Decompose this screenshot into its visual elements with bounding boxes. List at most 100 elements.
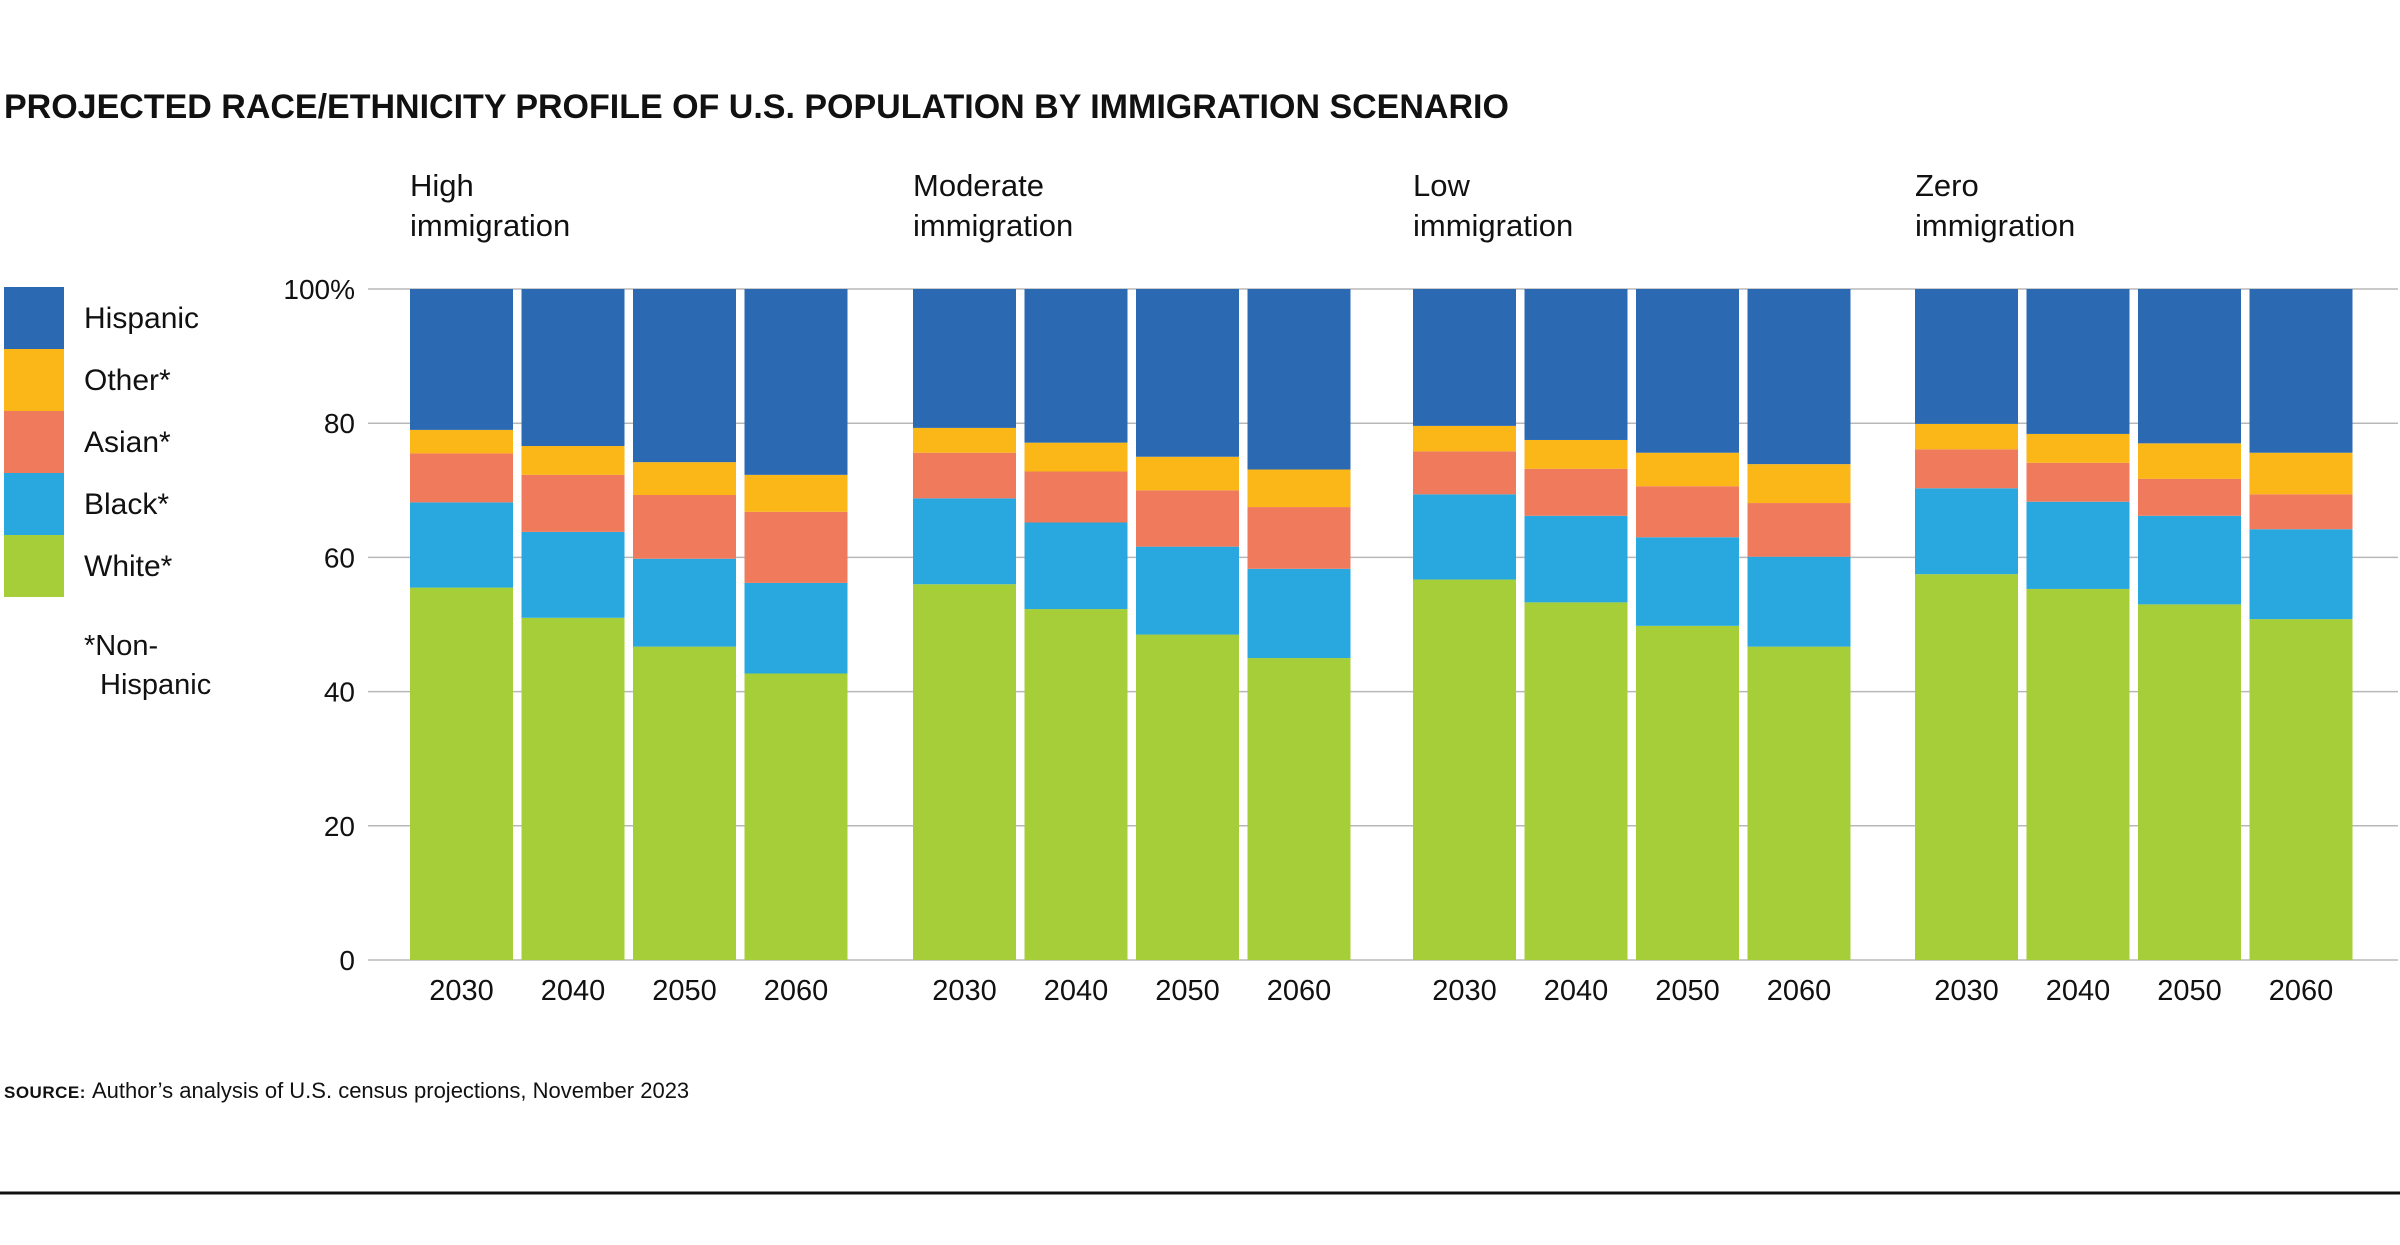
bar-segment-black-moderate-2040	[1024, 522, 1128, 610]
bar-segment-black-zero-2050	[2138, 515, 2241, 605]
bar-segment-hispanic-zero-2050	[2138, 289, 2241, 444]
bar-segment-asian-moderate-2060	[1247, 507, 1351, 569]
bar-segment-hispanic-low-2060	[1747, 289, 1851, 465]
x-tick-label: 2050	[1155, 975, 1220, 1007]
panel-title: High	[410, 168, 474, 203]
panel-title: Low	[1413, 168, 1470, 203]
bar-segment-other-high-2040	[521, 446, 625, 475]
bar-segment-white-high-2050	[633, 646, 736, 960]
bar-segment-black-low-2060	[1747, 556, 1851, 647]
legend-note: *Non-	[84, 630, 158, 662]
bar-segment-other-moderate-2040	[1024, 442, 1128, 472]
y-tick-label: 80	[324, 408, 355, 439]
bar-segment-white-low-2030	[1413, 579, 1516, 960]
bar-segment-other-low-2060	[1747, 464, 1851, 504]
legend-swatch-hispanic	[4, 287, 64, 349]
x-tick-label: 2050	[2157, 975, 2222, 1007]
bar-segment-other-low-2030	[1413, 425, 1516, 452]
bar-segment-white-moderate-2040	[1024, 609, 1128, 960]
source-label: SOURCE:	[4, 1083, 86, 1102]
bar-segment-other-moderate-2030	[913, 427, 1016, 453]
bar-segment-black-high-2030	[410, 502, 513, 588]
bar-segment-other-moderate-2060	[1247, 469, 1351, 508]
x-tick-label: 2030	[1432, 975, 1497, 1007]
x-tick-label: 2050	[1655, 975, 1720, 1007]
bar-segment-asian-low-2030	[1413, 451, 1516, 495]
bar-segment-black-high-2040	[521, 531, 625, 618]
bar-segment-black-moderate-2050	[1136, 546, 1239, 635]
bar-segment-asian-moderate-2030	[913, 452, 1016, 499]
bar-segment-other-zero-2040	[2026, 433, 2130, 463]
bar-segment-hispanic-moderate-2050	[1136, 289, 1239, 457]
legend-swatch-white	[4, 535, 64, 597]
bar-segment-black-zero-2030	[1915, 488, 2018, 575]
bar-segment-hispanic-high-2050	[633, 289, 736, 463]
bar-segment-other-low-2040	[1524, 439, 1628, 469]
x-tick-label: 2030	[1934, 975, 1999, 1007]
bar-segment-white-moderate-2030	[913, 584, 1016, 960]
bar-segment-asian-zero-2050	[2138, 478, 2241, 516]
bar-segment-hispanic-high-2030	[410, 289, 513, 430]
bar-segment-hispanic-moderate-2060	[1247, 289, 1351, 470]
y-axis: 0 20 40 60 80 100%	[283, 274, 355, 976]
bar-segment-hispanic-low-2040	[1524, 289, 1628, 440]
bar-segment-other-zero-2060	[2249, 452, 2353, 495]
legend-swatch-other	[4, 349, 64, 411]
legend-label-asian: Asian*	[84, 426, 171, 459]
bar-segment-hispanic-low-2030	[1413, 289, 1516, 426]
legend: Hispanic Other* Asian* Black* White* *Non- His…	[4, 287, 211, 701]
panel-subtitle: immigration	[410, 208, 570, 243]
x-tick-label: 2060	[1267, 975, 1332, 1007]
bar-segment-black-zero-2040	[2026, 501, 2130, 589]
y-tick-label: 20	[324, 811, 355, 842]
x-tick-label: 2060	[2269, 975, 2334, 1007]
bar-segment-other-moderate-2050	[1136, 456, 1239, 491]
bar-segment-hispanic-low-2050	[1636, 289, 1739, 453]
bar-segment-asian-high-2060	[744, 511, 848, 583]
bar-segment-white-low-2060	[1747, 646, 1851, 960]
legend-label-other: Other*	[84, 364, 171, 397]
bar-segment-black-high-2060	[744, 582, 848, 674]
bar-segment-white-high-2030	[410, 587, 513, 960]
bar-segment-asian-zero-2040	[2026, 462, 2130, 502]
bar-segment-white-low-2040	[1524, 602, 1628, 960]
legend-label-white: White*	[84, 550, 173, 583]
bar-segment-hispanic-zero-2060	[2249, 289, 2353, 453]
bar-segment-black-low-2040	[1524, 515, 1628, 603]
bar-segment-asian-low-2050	[1636, 486, 1739, 538]
bar-segment-white-moderate-2050	[1136, 634, 1239, 960]
x-tick-label: 2030	[932, 975, 997, 1007]
bar-segment-other-high-2060	[744, 474, 848, 512]
panel-title: Moderate	[913, 168, 1044, 203]
bar-segment-other-zero-2030	[1915, 423, 2018, 450]
panel-title: Zero	[1915, 168, 1979, 203]
x-tick-label: 2040	[2046, 975, 2111, 1007]
bar-segment-black-moderate-2060	[1247, 568, 1351, 659]
bar-segment-asian-high-2040	[521, 474, 625, 532]
bar-segment-hispanic-zero-2030	[1915, 289, 2018, 424]
bar-segment-black-zero-2060	[2249, 529, 2353, 620]
legend-label-hispanic: Hispanic	[84, 302, 199, 335]
bars	[410, 289, 2353, 960]
x-tick-label: 2030	[429, 975, 494, 1007]
bar-segment-white-low-2050	[1636, 625, 1739, 960]
bar-segment-hispanic-moderate-2030	[913, 289, 1016, 428]
y-tick-label: 100%	[283, 274, 355, 305]
bar-segment-hispanic-high-2060	[744, 289, 848, 475]
x-tick-label: 2040	[1544, 975, 1609, 1007]
legend-note-line2: Hispanic	[100, 669, 211, 701]
panel-subtitle: immigration	[1915, 208, 2075, 243]
bar-segment-white-moderate-2060	[1247, 658, 1351, 960]
bar-segment-asian-high-2030	[410, 453, 513, 503]
source-text: Author’s analysis of U.S. census project…	[92, 1078, 689, 1103]
y-tick-label: 0	[339, 945, 355, 976]
bar-segment-other-low-2050	[1636, 452, 1739, 487]
bar-segment-asian-high-2050	[633, 494, 736, 559]
panel-subtitle: immigration	[913, 208, 1073, 243]
legend-label-black: Black*	[84, 488, 169, 521]
x-tick-label: 2050	[652, 975, 717, 1007]
y-tick-label: 60	[324, 542, 355, 573]
bar-segment-hispanic-high-2040	[521, 289, 625, 447]
x-tick-label: 2040	[541, 975, 606, 1007]
